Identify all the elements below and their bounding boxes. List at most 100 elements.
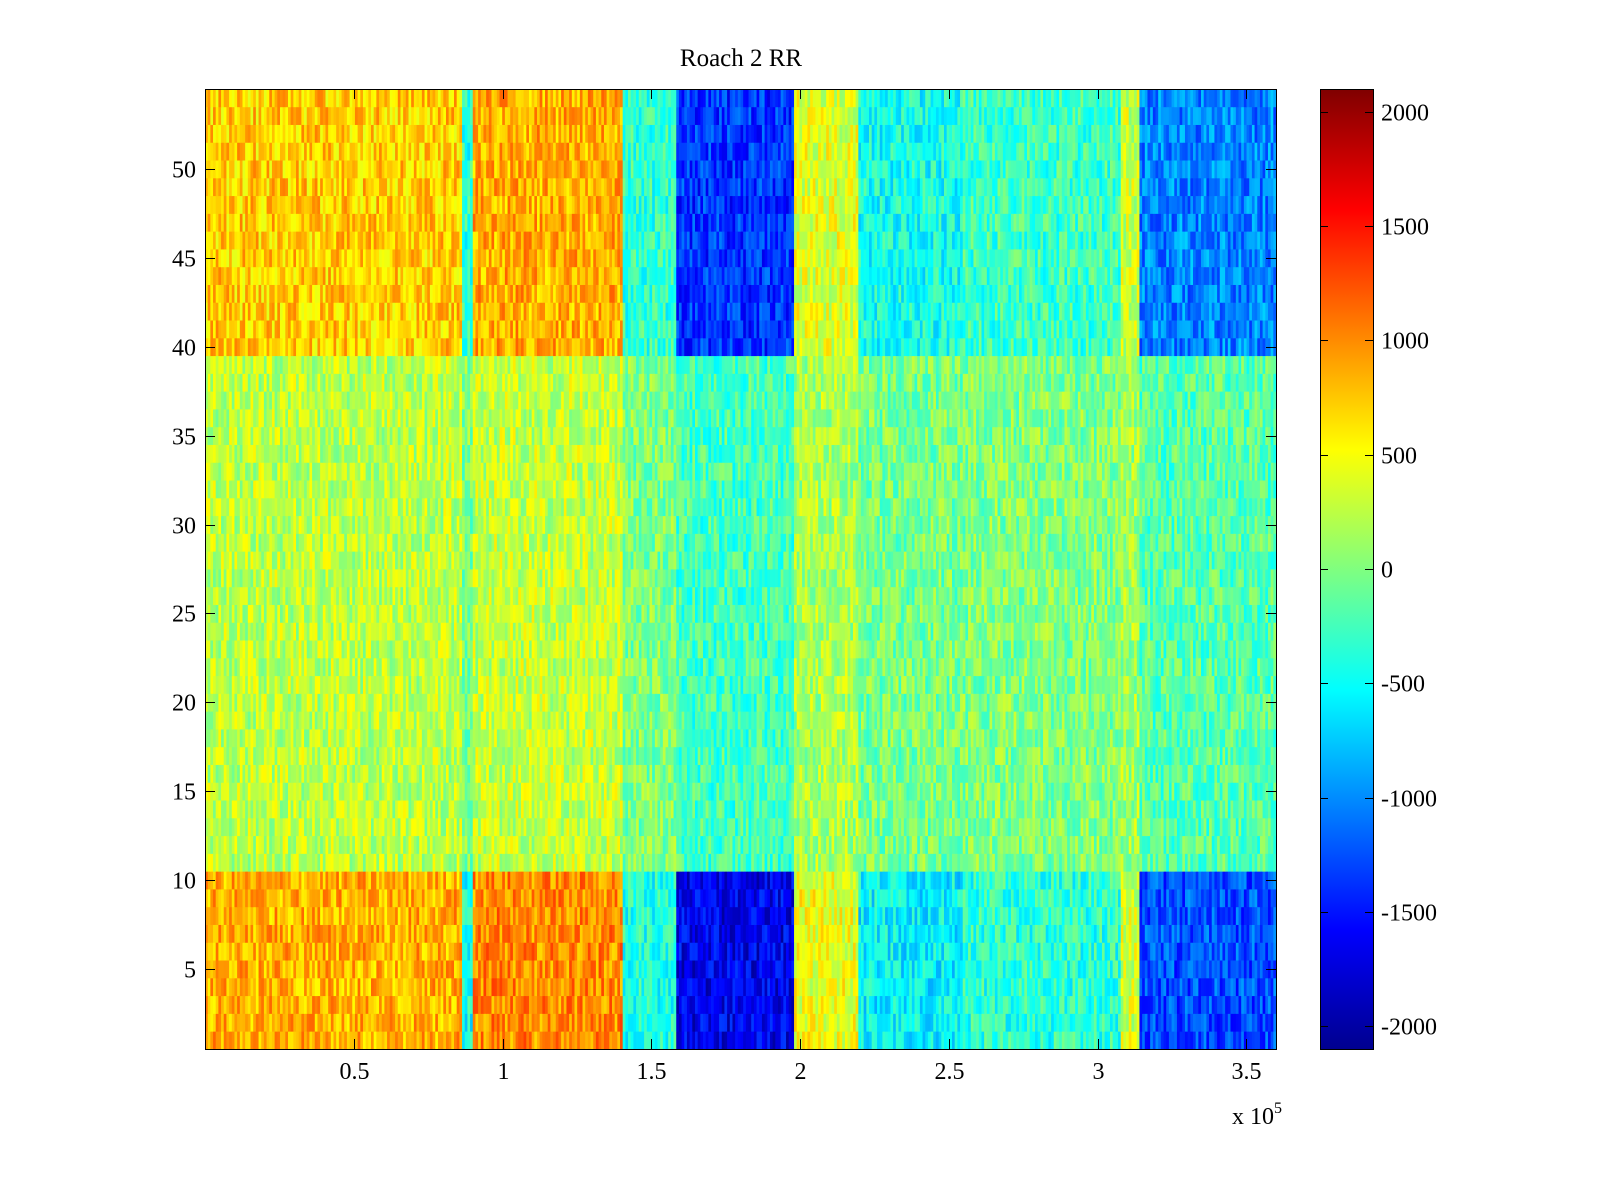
heatmap-cell [722, 978, 725, 996]
heatmap-cell [363, 960, 366, 978]
heatmap-cell [237, 960, 240, 978]
heatmap-cell [1233, 996, 1236, 1014]
heatmap-cell [371, 925, 374, 943]
heatmap-cell [1134, 907, 1137, 925]
heatmap-cell [427, 925, 430, 943]
heatmap-cell [425, 925, 428, 943]
heatmap-cell [987, 996, 990, 1014]
heatmap-cell [612, 942, 615, 960]
heatmap-cell [1134, 960, 1137, 978]
heatmap-cell [253, 907, 256, 925]
heatmap-cell [639, 996, 642, 1014]
heatmap-cell [591, 942, 594, 960]
heatmap-cell [864, 1013, 867, 1031]
heatmap-cell [732, 1031, 735, 1049]
heatmap-cell [1067, 907, 1070, 925]
heatmap-cell [309, 978, 312, 996]
heatmap-cell [580, 996, 583, 1014]
heatmap-cell [762, 925, 765, 943]
heatmap-cell [1019, 996, 1022, 1014]
heatmap-cell [698, 925, 701, 943]
heatmap-cell [481, 978, 484, 996]
heatmap-cell [342, 996, 345, 1014]
heatmap-cell [652, 907, 655, 925]
heatmap-cell [1214, 996, 1217, 1014]
heatmap-cell [275, 978, 278, 996]
heatmap-cell [995, 960, 998, 978]
heatmap-cell [749, 1013, 752, 1031]
heatmap-cell [427, 1031, 430, 1049]
heatmap-cell [936, 978, 939, 996]
heatmap-cell [267, 942, 270, 960]
heatmap-cell [599, 960, 602, 978]
heatmap-cell [245, 925, 248, 943]
heatmap-cell [826, 1013, 829, 1031]
heatmap-cell [1123, 960, 1126, 978]
heatmap-cell [572, 925, 575, 943]
heatmap-cell [293, 996, 296, 1014]
heatmap-cell [1129, 1013, 1132, 1031]
heatmap-cell [933, 925, 936, 943]
heatmap-cell [1263, 907, 1266, 925]
heatmap-cell [735, 1013, 738, 1031]
heatmap-cell [620, 1031, 623, 1049]
heatmap-cell [813, 907, 816, 925]
heatmap-cell [251, 996, 254, 1014]
heatmap-cell [1046, 942, 1049, 960]
heatmap-cell [419, 1031, 422, 1049]
heatmap-cell [770, 1013, 773, 1031]
heatmap-cell [572, 942, 575, 960]
heatmap-cell [957, 925, 960, 943]
heatmap-cell [382, 978, 385, 996]
heatmap-cell [419, 942, 422, 960]
heatmap-cell [315, 907, 318, 925]
heatmap-cell [1273, 1013, 1276, 1031]
heatmap-cell [848, 960, 851, 978]
heatmap-cell [446, 996, 449, 1014]
heatmap-cell [419, 978, 422, 996]
heatmap-cell [331, 996, 334, 1014]
heatmap-cell [617, 925, 620, 943]
heatmap-cell [384, 942, 387, 960]
heatmap-cell [1150, 978, 1153, 996]
heatmap-cell [1134, 996, 1137, 1014]
heatmap-cell [923, 1013, 926, 1031]
heatmap-cell [572, 907, 575, 925]
heatmap-cell [1046, 925, 1049, 943]
heatmap-cell [256, 996, 259, 1014]
heatmap-cell [1161, 925, 1164, 943]
heatmap-cell [1212, 942, 1215, 960]
heatmap-cell [735, 960, 738, 978]
heatmap-cell [724, 907, 727, 925]
heatmap-cell [987, 942, 990, 960]
heatmap-cell [371, 978, 374, 996]
heatmap-cell [1003, 1013, 1006, 1031]
heatmap-cell [1075, 942, 1078, 960]
heatmap-cell [210, 1031, 213, 1049]
heatmap-cell [1059, 1031, 1062, 1049]
heatmap-cell [917, 1013, 920, 1031]
heatmap-cell [1011, 925, 1014, 943]
heatmap-cell [454, 996, 457, 1014]
heatmap-cell [1073, 907, 1076, 925]
heatmap-cell [805, 1013, 808, 1031]
heatmap-cell [283, 889, 286, 907]
heatmap-cell [497, 942, 500, 960]
heatmap-cell [1123, 925, 1126, 943]
heatmap-cell [955, 907, 958, 925]
heatmap-cell [786, 942, 789, 960]
heatmap-cell [500, 978, 503, 996]
heatmap-cell [371, 1013, 374, 1031]
heatmap-cell [821, 996, 824, 1014]
heatmap-cell [947, 925, 950, 943]
heatmap-cell [898, 907, 901, 925]
heatmap-cell [315, 925, 318, 943]
heatmap-cell [588, 960, 591, 978]
heatmap-cell [366, 942, 369, 960]
heatmap-cell [1059, 996, 1062, 1014]
heatmap-cell [882, 925, 885, 943]
heatmap-cell [1110, 996, 1113, 1014]
heatmap-cell [508, 1013, 511, 1031]
heatmap-cell [599, 996, 602, 1014]
heatmap-cell [912, 1013, 915, 1031]
